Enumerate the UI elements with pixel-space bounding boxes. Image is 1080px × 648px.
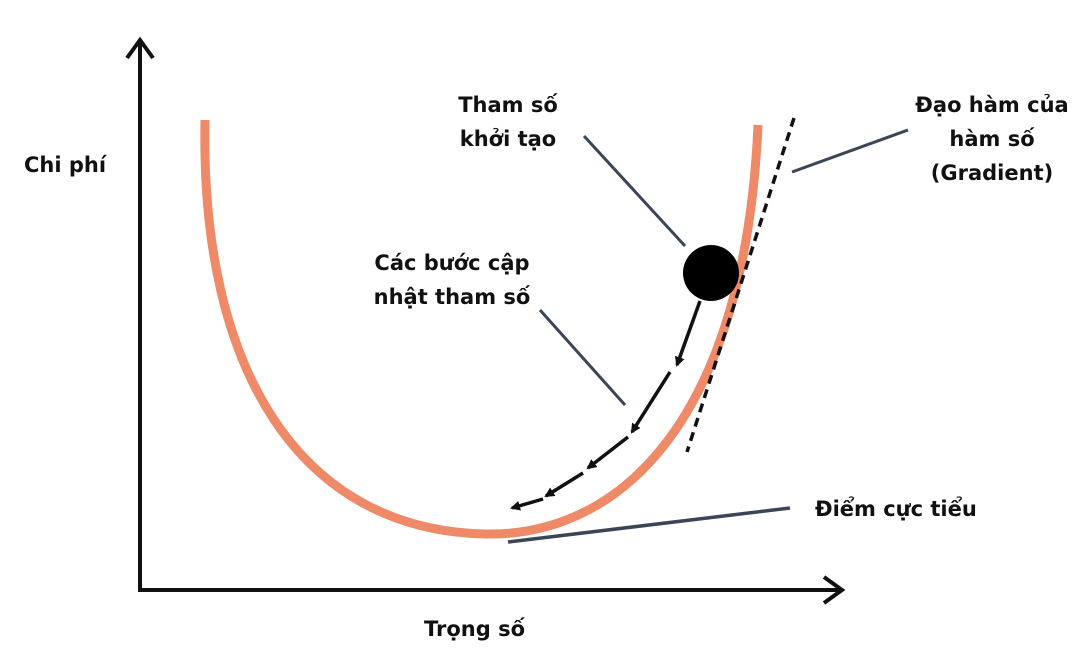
pointer-initial-param xyxy=(582,134,687,248)
gradient-label-line-3: (Gradient) xyxy=(930,161,1054,185)
step-arrow-5 xyxy=(510,497,544,511)
gradient-label-line-2: hàm số xyxy=(949,127,1035,151)
pointer-update-steps xyxy=(538,308,627,407)
step-arrow-2 xyxy=(630,371,672,434)
x-axis-label: Trọng số xyxy=(424,617,526,641)
minimum-label: Điểm cực tiểu xyxy=(815,497,977,521)
y-axis-label: Chi phí xyxy=(24,153,107,177)
update-step-arrows xyxy=(510,300,702,511)
initial-param-label: Tham số khởi tạo xyxy=(450,88,566,156)
initial-param-label-line-1: Tham số xyxy=(458,93,558,117)
pointer-minimum xyxy=(507,506,791,544)
gradient-tangent-line xyxy=(685,117,796,453)
update-steps-label-line-2: nhật tham số xyxy=(373,285,531,309)
gradient-label-line-1: Đạo hàm của xyxy=(915,93,1069,117)
initial-param-label-line-2: khởi tạo xyxy=(459,127,557,151)
cost-curve xyxy=(200,119,763,539)
update-steps-label: Các bước cập nhật tham số xyxy=(364,246,540,314)
gradient-label: Đạo hàm của hàm số (Gradient) xyxy=(912,88,1072,190)
y-axis-arrow-icon xyxy=(125,36,155,60)
initial-parameter-point xyxy=(683,245,739,301)
step-arrow-3 xyxy=(586,435,630,470)
step-arrow-4 xyxy=(544,471,584,498)
pointer-gradient xyxy=(791,128,909,174)
x-axis-arrow-icon xyxy=(822,575,846,605)
step-arrow-1 xyxy=(675,300,702,367)
update-steps-label-line-1: Các bước cập xyxy=(374,251,530,275)
